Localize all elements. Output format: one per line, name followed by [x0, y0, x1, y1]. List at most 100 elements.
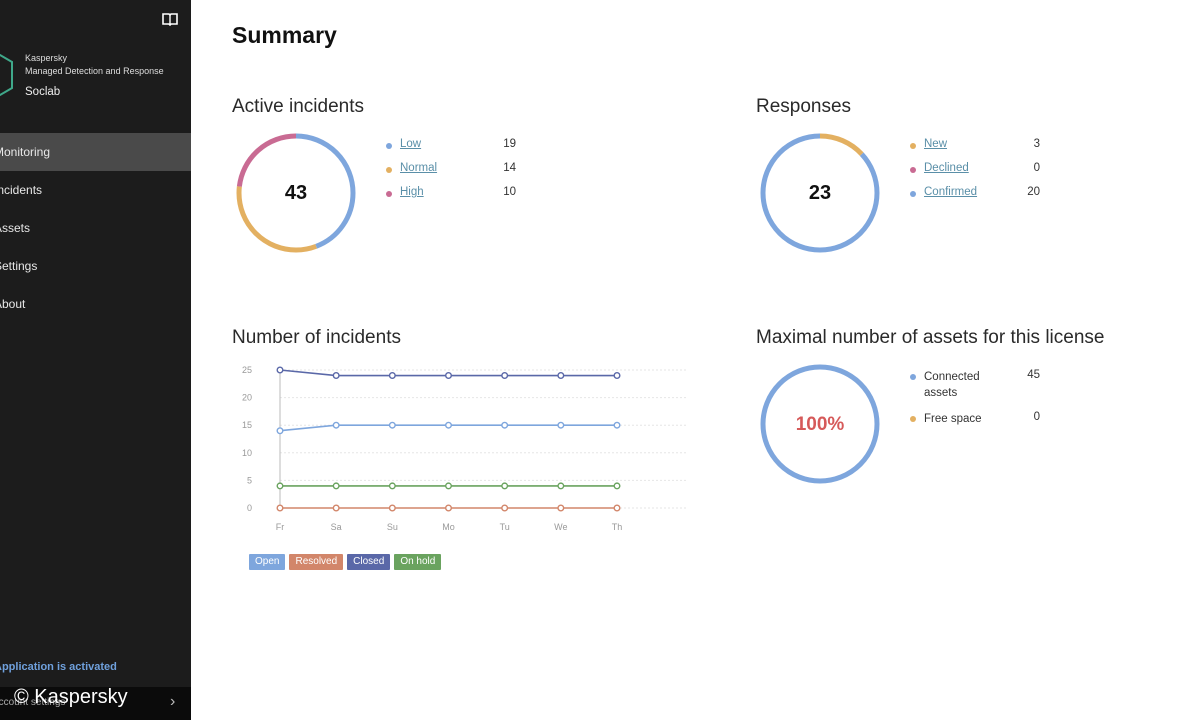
data-point-on-hold[interactable] [276, 482, 284, 490]
data-point-open[interactable] [276, 427, 284, 435]
data-point-closed[interactable] [613, 372, 621, 380]
y-tick-label: 15 [242, 420, 252, 430]
page-title: Summary [232, 22, 337, 48]
copyright-watermark: © Kaspersky [14, 686, 128, 708]
x-tick-label: Fr [276, 522, 285, 532]
active-incidents-segment-low [236, 133, 356, 253]
legend-dot [386, 143, 392, 149]
responses-segment-new [760, 133, 880, 253]
x-tick-label: Tu [500, 522, 510, 532]
sidebar-nav: Monitoring Incidents Assets Settings Abo… [0, 133, 191, 323]
legend-toggle-resolved[interactable]: Resolved [289, 554, 344, 570]
assets-percent: 100% [796, 414, 845, 435]
data-point-resolved[interactable] [613, 504, 621, 512]
legend-value-connected-assets: 45 [1027, 369, 1040, 381]
data-point-on-hold[interactable] [388, 482, 396, 490]
y-tick-label: 25 [242, 365, 252, 375]
responses-legend: New 3 Declined 0 Confirmed 20 [910, 138, 1050, 210]
legend-item-connected-assets: Connected assets 45 [910, 369, 1050, 411]
data-point-resolved[interactable] [388, 504, 396, 512]
brand-product: Managed Detection and Response [25, 66, 164, 76]
data-point-open[interactable] [501, 421, 509, 429]
data-point-resolved[interactable] [557, 504, 565, 512]
data-point-resolved[interactable] [501, 504, 509, 512]
kaspersky-logo-icon [0, 54, 13, 96]
legend-toggle-open[interactable]: Open [249, 554, 286, 570]
legend-link-high[interactable]: High [400, 186, 424, 198]
y-tick-label: 10 [242, 448, 252, 458]
responses-title: Responses [756, 96, 852, 117]
brand-company: Kaspersky [25, 53, 68, 63]
data-point-open[interactable] [332, 421, 340, 429]
data-point-open[interactable] [388, 421, 396, 429]
account-settings-label[interactable]: Account settings [0, 697, 66, 708]
data-point-on-hold[interactable] [332, 482, 340, 490]
active-incidents-segment-normal [236, 133, 356, 253]
data-point-on-hold[interactable] [444, 482, 452, 490]
legend-item-high: High 10 [386, 186, 526, 210]
data-point-closed[interactable] [557, 372, 565, 380]
legend-toggle-on-hold[interactable]: On hold [394, 554, 442, 570]
legend-item-low: Low 19 [386, 138, 526, 162]
responses-total: 23 [809, 182, 831, 204]
book-icon[interactable] [162, 12, 178, 26]
x-tick-label: Su [387, 522, 398, 532]
legend-label-connected-assets: Connected assets [924, 371, 980, 399]
legend-value-confirmed: 20 [1027, 186, 1040, 198]
y-tick-label: 5 [247, 475, 252, 485]
legend-dot [386, 167, 392, 173]
legend-item-confirmed: Confirmed 20 [910, 186, 1050, 210]
legend-item-normal: Normal 14 [386, 162, 526, 186]
legend-toggle-closed[interactable]: Closed [347, 554, 391, 570]
legend-dot [910, 416, 916, 422]
data-point-closed[interactable] [332, 372, 340, 380]
assets-title: Maximal number of assets for this licens… [756, 327, 1105, 348]
legend-link-new[interactable]: New [924, 138, 948, 150]
data-point-on-hold[interactable] [613, 482, 621, 490]
legend-dot [910, 167, 916, 173]
legend-link-confirmed[interactable]: Confirmed [924, 186, 978, 198]
sidebar: Kaspersky Managed Detection and Response… [0, 0, 191, 720]
active-incidents-title: Active incidents [232, 96, 365, 117]
x-tick-label: Sa [331, 522, 342, 532]
data-point-resolved[interactable] [276, 504, 284, 512]
x-tick-label: Th [612, 522, 623, 532]
data-point-resolved[interactable] [332, 504, 340, 512]
data-point-open[interactable] [613, 421, 621, 429]
chevron-right-icon[interactable]: › [170, 693, 176, 710]
data-point-closed[interactable] [276, 366, 284, 374]
active-incidents-donut: 43 [236, 133, 356, 253]
legend-value-declined: 0 [1033, 162, 1040, 174]
legend-value-free-space: 0 [1033, 411, 1040, 423]
data-point-open[interactable] [444, 421, 452, 429]
active-incidents-legend: Low 19 Normal 14 High 10 [386, 138, 526, 210]
nav-item-assets[interactable]: Assets [0, 221, 31, 235]
legend-link-declined[interactable]: Declined [924, 162, 969, 174]
account-bar[interactable]: Account settings › [0, 687, 191, 720]
x-tick-label: We [554, 522, 567, 532]
active-incidents-total: 43 [285, 182, 307, 204]
legend-link-low[interactable]: Low [400, 138, 422, 150]
data-point-resolved[interactable] [444, 504, 452, 512]
nav-item-monitoring[interactable]: Monitoring [0, 133, 191, 171]
legend-item-declined: Declined 0 [910, 162, 1050, 186]
assets-legend: Connected assets 45 Free space 0 [910, 369, 1050, 435]
data-point-on-hold[interactable] [501, 482, 509, 490]
legend-dot [910, 191, 916, 197]
data-point-closed[interactable] [388, 372, 396, 380]
x-tick-label: Mo [442, 522, 455, 532]
legend-value-new: 3 [1033, 138, 1040, 150]
responses-donut: 23 [760, 133, 880, 253]
nav-item-settings[interactable]: Settings [0, 259, 38, 273]
y-tick-label: 0 [247, 503, 252, 513]
data-point-closed[interactable] [444, 372, 452, 380]
legend-dot [386, 191, 392, 197]
nav-item-incidents[interactable]: Incidents [0, 183, 43, 197]
data-point-open[interactable] [557, 421, 565, 429]
nav-item-about[interactable]: About [0, 297, 26, 311]
legend-item-new: New 3 [910, 138, 1050, 162]
data-point-closed[interactable] [501, 372, 509, 380]
legend-item-free-space: Free space 0 [910, 411, 1050, 435]
legend-link-normal[interactable]: Normal [400, 162, 438, 174]
data-point-on-hold[interactable] [557, 482, 565, 490]
